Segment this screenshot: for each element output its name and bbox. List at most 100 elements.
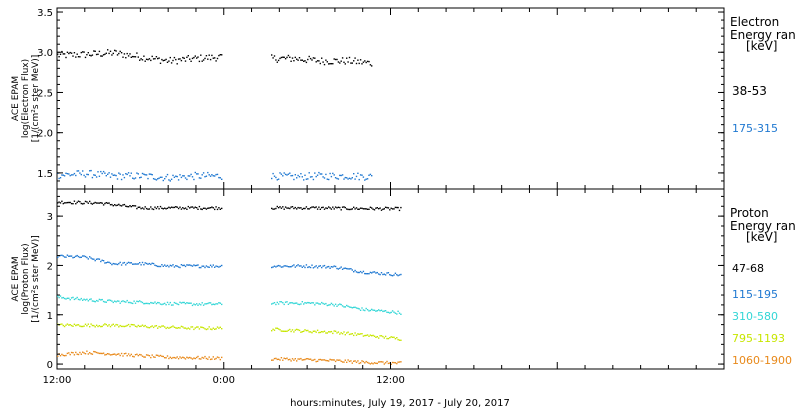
- data-point: [161, 303, 163, 306]
- data-point: [187, 175, 189, 177]
- data-point: [162, 303, 164, 305]
- data-point: [112, 205, 114, 207]
- data-point: [221, 54, 223, 56]
- data-point: [355, 334, 358, 336]
- data-point: [158, 302, 160, 304]
- data-point: [373, 335, 376, 337]
- data-point: [333, 265, 335, 267]
- data-point: [154, 301, 156, 303]
- data-point: [161, 58, 163, 61]
- data-point: [323, 177, 326, 179]
- data-point: [283, 208, 285, 210]
- data-point: [76, 170, 78, 172]
- data-point: [373, 271, 376, 273]
- data-point: [221, 303, 223, 306]
- legend-title-line: [keV]: [746, 230, 777, 244]
- data-point: [191, 206, 194, 208]
- data-point: [189, 58, 191, 60]
- data-point: [318, 265, 320, 267]
- data-point: [116, 324, 119, 326]
- data-point: [387, 362, 390, 365]
- data-point: [397, 274, 399, 277]
- data-point: [350, 333, 352, 335]
- data-point: [168, 357, 170, 360]
- data-point: [108, 353, 110, 355]
- data-point: [194, 206, 196, 208]
- data-point: [216, 57, 219, 60]
- data-point: [133, 205, 135, 207]
- data-point: [322, 331, 324, 333]
- data-point: [155, 56, 158, 58]
- data-point: [376, 310, 378, 312]
- data-point: [66, 51, 69, 53]
- data-point: [316, 302, 319, 304]
- data-point: [207, 171, 209, 174]
- data-point: [95, 258, 98, 260]
- data-point: [400, 313, 402, 315]
- data-point: [304, 302, 306, 304]
- data-point: [104, 323, 106, 325]
- data-point: [105, 175, 107, 177]
- data-point: [98, 325, 101, 327]
- data-point: [86, 54, 88, 56]
- data-point: [100, 55, 102, 57]
- data-point: [193, 328, 195, 331]
- data-point: [322, 359, 324, 361]
- data-point: [396, 362, 398, 365]
- data-point: [290, 175, 292, 177]
- data-point: [72, 257, 74, 259]
- data-point: [396, 337, 398, 339]
- data-point: [126, 205, 128, 208]
- data-point: [186, 356, 188, 358]
- data-point: [328, 206, 330, 208]
- data-point: [139, 206, 141, 208]
- data-point: [216, 265, 219, 268]
- data-point: [130, 205, 132, 208]
- data-point: [322, 176, 324, 178]
- data-point: [168, 206, 170, 208]
- data-point: [168, 266, 170, 268]
- data-point: [359, 333, 362, 335]
- data-point: [308, 266, 310, 268]
- data-point: [397, 361, 399, 363]
- data-point: [159, 303, 162, 305]
- data-point: [368, 362, 370, 364]
- data-point: [316, 208, 319, 210]
- data-point: [190, 302, 192, 304]
- data-point: [212, 264, 214, 266]
- data-point: [214, 208, 216, 211]
- data-point: [194, 264, 196, 267]
- data-point: [57, 256, 59, 259]
- data-point: [303, 330, 305, 332]
- y-tick-label: 2: [47, 261, 53, 272]
- data-point: [271, 54, 273, 56]
- data-point: [207, 358, 209, 360]
- data-point: [143, 173, 145, 175]
- data-point: [102, 204, 105, 206]
- data-point: [109, 176, 112, 178]
- data-point: [276, 205, 278, 208]
- legend-175-315: 175-315: [732, 122, 778, 135]
- data-point: [183, 357, 185, 359]
- data-point: [191, 265, 194, 267]
- data-point: [221, 328, 223, 330]
- data-point: [148, 208, 151, 210]
- data-point: [70, 351, 73, 354]
- data-point: [275, 357, 277, 360]
- data-point: [169, 264, 171, 267]
- data-point: [175, 206, 177, 208]
- data-point: [307, 178, 309, 180]
- data-point: [77, 200, 80, 202]
- data-point: [82, 255, 84, 257]
- data-point: [275, 327, 277, 329]
- data-point: [294, 329, 296, 331]
- data-point: [329, 358, 331, 361]
- data-point: [172, 304, 174, 306]
- data-point: [296, 360, 298, 362]
- data-point: [84, 353, 87, 355]
- data-point: [332, 332, 334, 335]
- data-point: [358, 271, 360, 274]
- data-point: [328, 178, 330, 181]
- data-point: [119, 302, 121, 304]
- data-point: [365, 273, 367, 275]
